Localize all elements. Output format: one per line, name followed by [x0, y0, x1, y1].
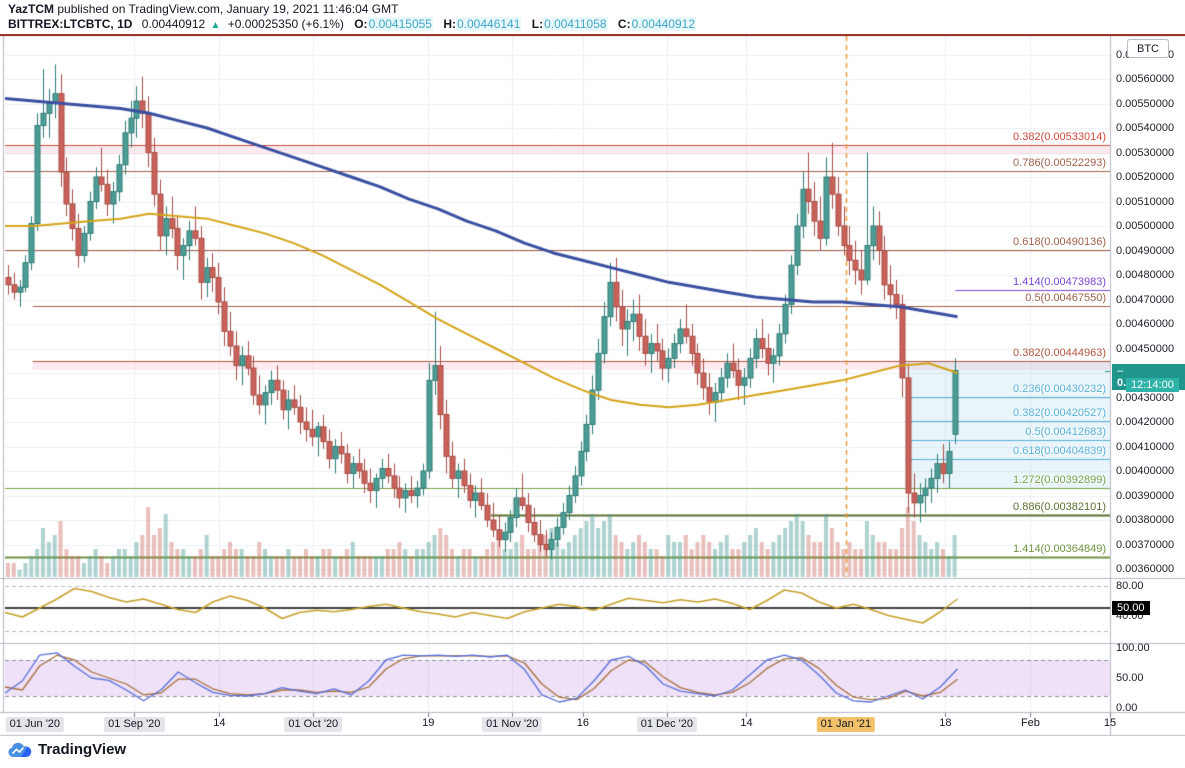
time-axis-label: 14 [213, 717, 226, 729]
time-axis-label: 01 Oct '20 [284, 717, 343, 732]
tradingview-logo[interactable]: TradingView [8, 741, 126, 758]
fib-level-label: 0.618(0.00490136) [1013, 236, 1106, 249]
fib-level-label: 0.382(0.00533014) [1013, 131, 1106, 144]
published-line: YazTCM published on TradingView.com, Jan… [8, 2, 398, 16]
price-axis-label: 0.00490000 [1116, 244, 1175, 257]
stoch-axis-label: 50.00 [1116, 672, 1144, 684]
symbol-info-bar: BITTREX:LTCBTC, 1D 0.00440912 ▲ +0.00025… [8, 17, 696, 31]
rsi-axis-label: 80.00 [1116, 579, 1144, 592]
price-axis-label: 0.00450000 [1116, 342, 1175, 355]
fib-level-label: 1.414(0.00364849) [1013, 543, 1106, 556]
stoch-axis-label: 0.00 [1116, 702, 1138, 714]
price-axis-label: 0.00560000 [1116, 73, 1175, 85]
price-axis-label: 0.00430000 [1116, 391, 1175, 404]
price-axis-label: 0.00360000 [1116, 563, 1175, 575]
price-axis-label: 0.00370000 [1116, 538, 1175, 551]
tradingview-logo-text: TradingView [38, 741, 127, 758]
time-axis-label: 01 Dec '20 [636, 717, 698, 732]
fib-level-label: 0.886(0.00382101) [1013, 500, 1106, 513]
time-axis-label: 15 [1103, 717, 1117, 729]
open-value: 0.00415055 [367, 17, 433, 31]
fib-level-label: 0.382(0.00420527) [1013, 406, 1106, 419]
time-axis-label: 18 [939, 717, 952, 729]
time-axis-label: 14 [740, 717, 753, 729]
high-value: 0.00446141 [455, 17, 522, 31]
fib-level-label: 1.414(0.00473983) [1013, 275, 1106, 288]
rsi-midline-badge: 50.00 [1112, 601, 1150, 615]
fib-level-label: 0.5(0.00467550) [1025, 291, 1106, 304]
price-axis-label: 0.00510000 [1116, 195, 1175, 208]
currency-button[interactable]: BTC [1127, 39, 1169, 58]
price-axis-label: 0.00500000 [1116, 220, 1175, 232]
last-price: 0.00440912 [141, 17, 206, 31]
time-axis-label: Feb [1020, 717, 1040, 729]
time-axis-label: 19 [422, 717, 435, 729]
fib-level-label: 0.382(0.00444963) [1013, 346, 1106, 359]
close-label: C: [617, 17, 631, 31]
price-axis-label: 0.00530000 [1116, 146, 1175, 159]
price-axis-label: 0.00540000 [1116, 122, 1175, 134]
low-value: 0.00411058 [543, 17, 608, 31]
price-axis-label: 0.00550000 [1116, 97, 1175, 110]
time-axis-label: 01 Jan '21 [816, 717, 876, 732]
publication-header: YazTCM published on TradingView.com, Jan… [0, 0, 1185, 34]
time-axis-label: 01 Sep '20 [104, 717, 165, 732]
price-axis-label: 0.00410000 [1116, 440, 1175, 453]
tradingview-cloud-icon [8, 742, 32, 757]
author-name: YazTCM [8, 2, 55, 16]
published-text: published on TradingView.com, January 19… [54, 2, 399, 16]
price-axis-label: 0.00390000 [1116, 489, 1175, 502]
fib-level-label: 1.272(0.00392899) [1013, 474, 1106, 487]
price-axis-label: 0.00380000 [1116, 514, 1175, 526]
countdown-badge: 12:14:00 [1126, 378, 1179, 392]
time-axis-label: 01 Jun '20 [5, 717, 65, 732]
open-label: O: [354, 17, 368, 31]
price-axis-label: 0.00420000 [1116, 416, 1175, 428]
price-axis-label: 0.00460000 [1116, 318, 1175, 330]
fib-level-label: 0.618(0.00404839) [1013, 445, 1106, 458]
high-label: H: [443, 17, 456, 31]
price-axis-label: 0.00400000 [1116, 465, 1175, 477]
price-axis-label: 0.00470000 [1116, 293, 1175, 306]
price-change: +0.00025350 (+6.1%) [227, 17, 344, 31]
price-axis-label: 0.00480000 [1116, 269, 1175, 281]
fib-level-label: 0.5(0.00412683) [1025, 425, 1106, 438]
stoch-axis-label: 100.00 [1116, 642, 1150, 654]
time-axis-label: 16 [576, 717, 590, 729]
fib-level-label: 0.236(0.00430232) [1013, 382, 1106, 395]
up-arrow-icon: ▲ [210, 20, 221, 31]
close-value: 0.00440912 [630, 17, 696, 31]
symbol-interval: BITTREX:LTCBTC, 1D [8, 17, 133, 31]
time-axis-label: 01 Nov '20 [482, 717, 543, 732]
fib-level-label: 0.786(0.00522293) [1013, 157, 1106, 170]
low-label: L: [531, 17, 544, 31]
footer: TradingView [0, 736, 1185, 768]
price-axis-label: 0.00520000 [1116, 171, 1175, 183]
